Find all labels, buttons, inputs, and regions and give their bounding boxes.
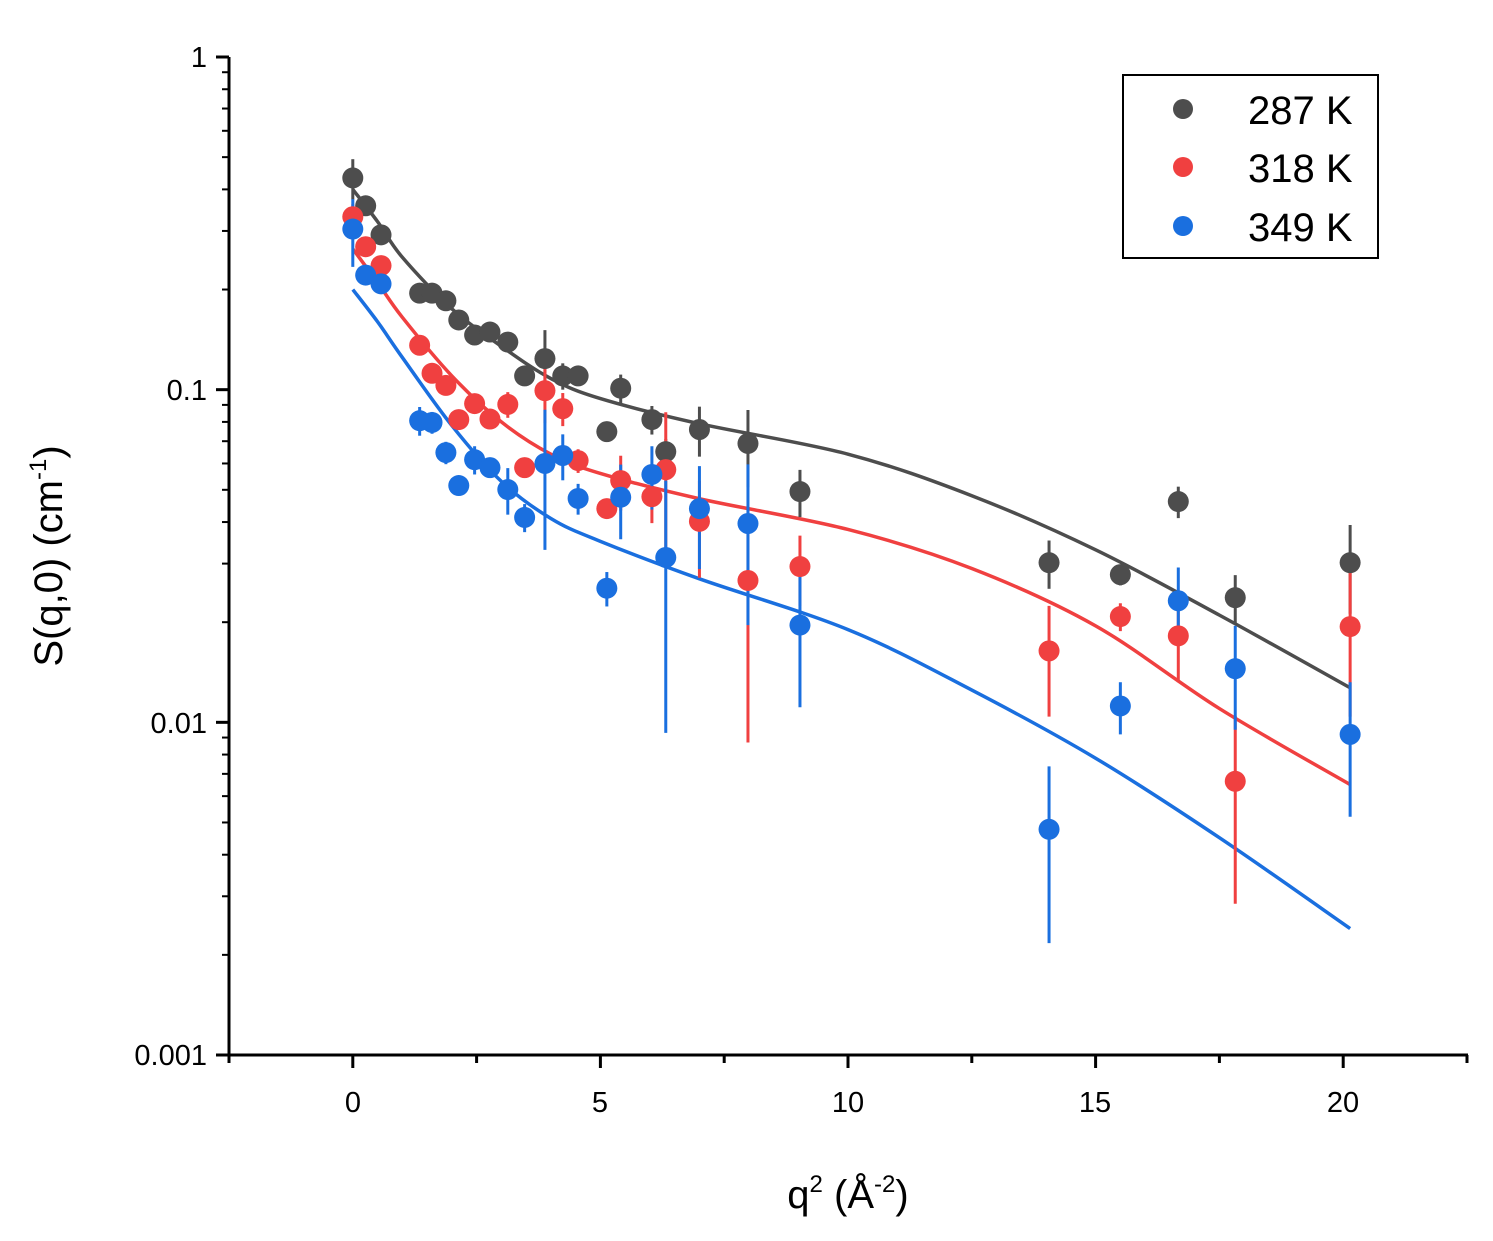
data-point-318k [479, 408, 501, 430]
x-tick-labels: 0 5 10 15 20 [345, 1087, 1359, 1119]
legend-item-287k: 287 K [1173, 89, 1353, 133]
ticks [216, 55, 1469, 1068]
legend-item-349k: 349 K [1173, 206, 1353, 250]
data-point-318k [464, 393, 486, 415]
legend: 287 K 318 K 349 K [1122, 74, 1379, 259]
data-point-318k [534, 380, 556, 402]
data-point-349k [370, 273, 392, 295]
fit-line-349k [351, 288, 1352, 930]
data-point-287k [789, 481, 811, 503]
data-point-349k [552, 445, 574, 467]
data-point-287k [1038, 552, 1060, 574]
x-tick-label: 10 [832, 1087, 864, 1119]
data-point-287k [1224, 587, 1246, 609]
y-tick-label: 0.01 [151, 708, 207, 740]
data-point-349k [1038, 818, 1060, 840]
data-point-287k [534, 348, 556, 370]
fit-line-287k [351, 188, 1351, 690]
data-point-287k [567, 365, 589, 387]
data-points [342, 167, 1361, 840]
data-point-349k [641, 463, 663, 485]
legend-box [1122, 74, 1379, 259]
data-point-349k [421, 411, 443, 433]
data-point-349k [1224, 658, 1246, 680]
x-tick-label: 0 [345, 1087, 361, 1119]
data-point-287k [552, 365, 574, 387]
data-point-349k [342, 218, 364, 240]
data-point-349k [567, 487, 589, 509]
data-point-349k [534, 452, 556, 474]
legend-marker [1173, 157, 1193, 177]
data-point-287k [448, 309, 470, 331]
data-point-318k [514, 457, 536, 479]
x-axis-title: q2 (Å-2) [787, 1171, 908, 1217]
y-tick-labels: 1 0.1 0.01 0.001 [134, 42, 207, 1072]
x-tick-label: 5 [592, 1087, 608, 1119]
data-point-318k [1224, 770, 1246, 792]
data-point-318k [409, 334, 431, 356]
fit-curves [351, 188, 1352, 930]
legend-label: 349 K [1248, 206, 1353, 250]
data-point-349k [688, 498, 710, 520]
data-point-318k [737, 569, 759, 591]
data-point-287k [596, 421, 618, 443]
data-point-287k [1167, 491, 1189, 513]
legend-label: 318 K [1248, 147, 1353, 191]
y-tick-label: 0.1 [167, 375, 207, 407]
data-point-318k [789, 556, 811, 578]
data-point-287k [1339, 552, 1361, 574]
data-point-287k [514, 365, 536, 387]
data-point-318k [370, 255, 392, 277]
data-point-349k [1167, 590, 1189, 612]
data-point-349k [737, 513, 759, 535]
data-point-287k [688, 419, 710, 441]
legend-item-318k: 318 K [1173, 147, 1353, 191]
data-point-349k [479, 457, 501, 479]
data-point-349k [1339, 723, 1361, 745]
data-point-318k [1167, 625, 1189, 647]
y-axis-title: S(q,0) (cm-1) [25, 445, 71, 666]
data-point-287k [610, 377, 632, 399]
data-point-318k [596, 498, 618, 520]
data-point-318k [448, 409, 470, 431]
data-point-287k [737, 432, 759, 454]
data-point-318k [435, 374, 457, 396]
data-point-349k [789, 614, 811, 636]
data-point-318k [355, 236, 377, 258]
data-point-287k [479, 321, 501, 343]
data-point-349k [514, 506, 536, 528]
data-point-287k [342, 167, 364, 189]
data-point-349k [497, 479, 519, 501]
x-tick-label: 20 [1327, 1087, 1359, 1119]
data-point-287k [435, 290, 457, 312]
legend-label: 287 K [1248, 89, 1353, 133]
y-tick-label: 0.001 [134, 1040, 207, 1072]
data-point-349k [435, 442, 457, 464]
data-point-349k [1109, 695, 1131, 717]
data-point-318k [1109, 606, 1131, 628]
data-point-318k [421, 362, 443, 384]
data-point-349k [655, 546, 677, 568]
legend-marker [1173, 216, 1193, 236]
data-point-349k [448, 475, 470, 497]
fit-line-318k [351, 247, 1352, 787]
x-tick-label: 15 [1079, 1087, 1111, 1119]
data-point-318k [1038, 640, 1060, 662]
data-point-287k [641, 409, 663, 431]
legend-marker [1173, 99, 1193, 119]
data-point-318k [641, 486, 663, 508]
data-point-349k [355, 264, 377, 286]
data-point-318k [552, 398, 574, 420]
data-point-287k [497, 331, 519, 353]
data-point-287k [370, 224, 392, 246]
data-point-287k [655, 441, 677, 463]
data-point-318k [610, 470, 632, 492]
data-point-349k [596, 577, 618, 599]
data-point-287k [1109, 564, 1131, 586]
data-point-349k [610, 486, 632, 508]
data-point-318k [1339, 616, 1361, 638]
y-tick-label: 1 [191, 42, 207, 74]
data-point-318k [497, 393, 519, 415]
